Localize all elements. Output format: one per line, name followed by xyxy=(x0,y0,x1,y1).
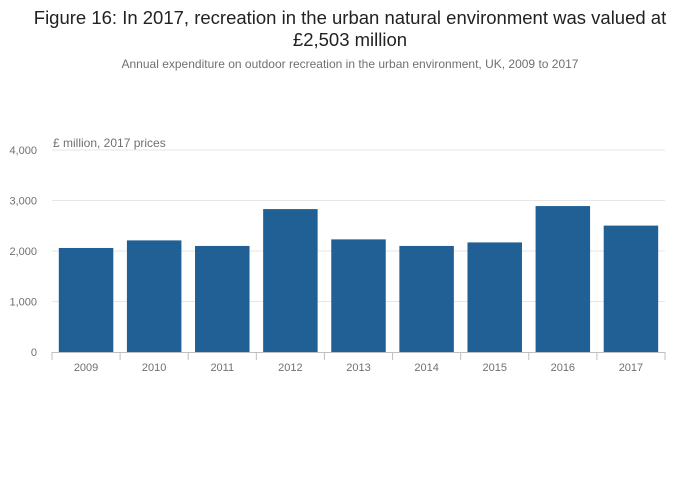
y-tick-label: 3,000 xyxy=(9,196,37,208)
y-axis-unit-label: £ million, 2017 prices xyxy=(53,136,166,150)
bar-2017 xyxy=(603,225,659,352)
x-tick-label: 2015 xyxy=(482,362,506,374)
bar-2009 xyxy=(58,247,114,352)
bar-2012 xyxy=(263,209,318,352)
bar-2015 xyxy=(467,242,522,352)
y-tick-label: 0 xyxy=(31,347,37,359)
bar-2011 xyxy=(195,245,250,352)
x-tick-label: 2010 xyxy=(142,362,166,374)
bar-2010 xyxy=(126,240,182,352)
y-tick-label: 4,000 xyxy=(9,145,37,157)
y-tick-label: 1,000 xyxy=(9,297,37,309)
x-tick-label: 2009 xyxy=(74,362,98,374)
chart-subtitle: Annual expenditure on outdoor recreation… xyxy=(121,57,579,71)
chart-title: Figure 16: In 2017, recreation in the ur… xyxy=(33,7,667,50)
bar-2013 xyxy=(331,239,386,352)
x-tick-label: 2011 xyxy=(210,362,234,374)
bar-2016 xyxy=(535,206,591,352)
bars xyxy=(58,206,659,352)
bar-2014 xyxy=(399,245,454,352)
x-tick-label: 2017 xyxy=(619,362,643,374)
y-tick-label: 2,000 xyxy=(9,246,37,258)
x-tick-label: 2013 xyxy=(346,362,370,374)
x-tick-label: 2012 xyxy=(278,362,302,374)
axes: 0 1,000 2,000 3,000 4,000 2009 2010 2011 2012 201… xyxy=(9,145,666,374)
x-tick-label: 2014 xyxy=(414,362,438,374)
x-tick-label: 2016 xyxy=(551,362,575,374)
